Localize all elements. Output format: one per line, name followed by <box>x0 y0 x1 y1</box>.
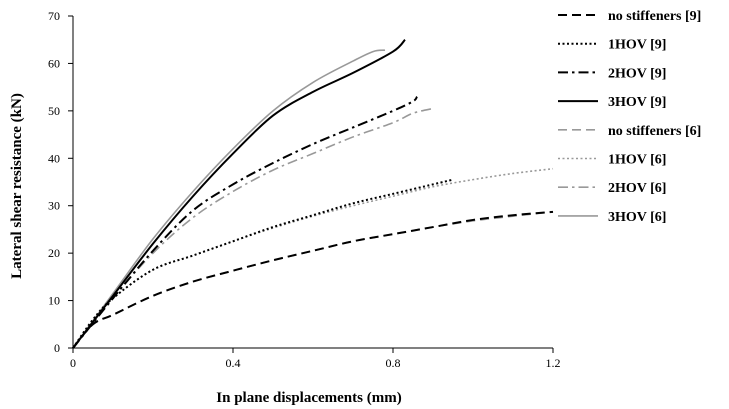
y-tick-label: 60 <box>48 56 60 70</box>
y-tick-label: 10 <box>48 294 60 308</box>
plot-area <box>72 38 554 349</box>
x-tick-label: 0.4 <box>226 356 241 370</box>
y-tick-label: 70 <box>48 9 60 23</box>
series-line-6 <box>72 167 554 349</box>
series-line-3 <box>72 95 418 349</box>
y-tick-label: 20 <box>48 246 60 260</box>
series-line-5 <box>72 211 554 349</box>
legend-label-3: 2HOV [9] <box>608 66 666 81</box>
legend-label-8: 3HOV [6] <box>608 210 666 225</box>
x-tick-label: 1.2 <box>546 356 561 370</box>
series-line-1 <box>72 210 554 349</box>
y-ticks: 0 10 20 30 40 50 60 70 <box>48 9 73 355</box>
y-tick-label: 30 <box>48 199 60 213</box>
axes: 0 0.4 0.8 1.2 0 10 20 30 40 50 60 70 <box>48 9 561 370</box>
y-axis-title: Lateral shear resistance (kN) <box>9 93 25 279</box>
legend-label-2: 1HOV [9] <box>608 38 666 53</box>
y-tick-label: 40 <box>48 151 60 165</box>
y-tick-label: 0 <box>54 341 60 355</box>
legend-label-5: no stiffeners [6] <box>608 124 701 139</box>
legend: no stiffeners [9] 1HOV [9] 2HOV [9] 3HOV [9… <box>558 9 701 225</box>
legend-label-6: 1HOV [6] <box>608 153 666 168</box>
series-line-8 <box>72 49 386 349</box>
x-axis-title: In plane displacements (mm) <box>216 390 401 406</box>
series-line-4 <box>72 38 406 349</box>
x-tick-label: 0.8 <box>386 356 401 370</box>
y-tick-label: 50 <box>48 104 60 118</box>
x-tick-label: 0 <box>70 356 76 370</box>
legend-label-1: no stiffeners [9] <box>608 9 701 24</box>
legend-label-7: 2HOV [6] <box>608 181 666 196</box>
series-line-7 <box>72 107 434 349</box>
legend-label-4: 3HOV [9] <box>608 95 666 110</box>
x-ticks: 0 0.4 0.8 1.2 <box>70 348 561 370</box>
